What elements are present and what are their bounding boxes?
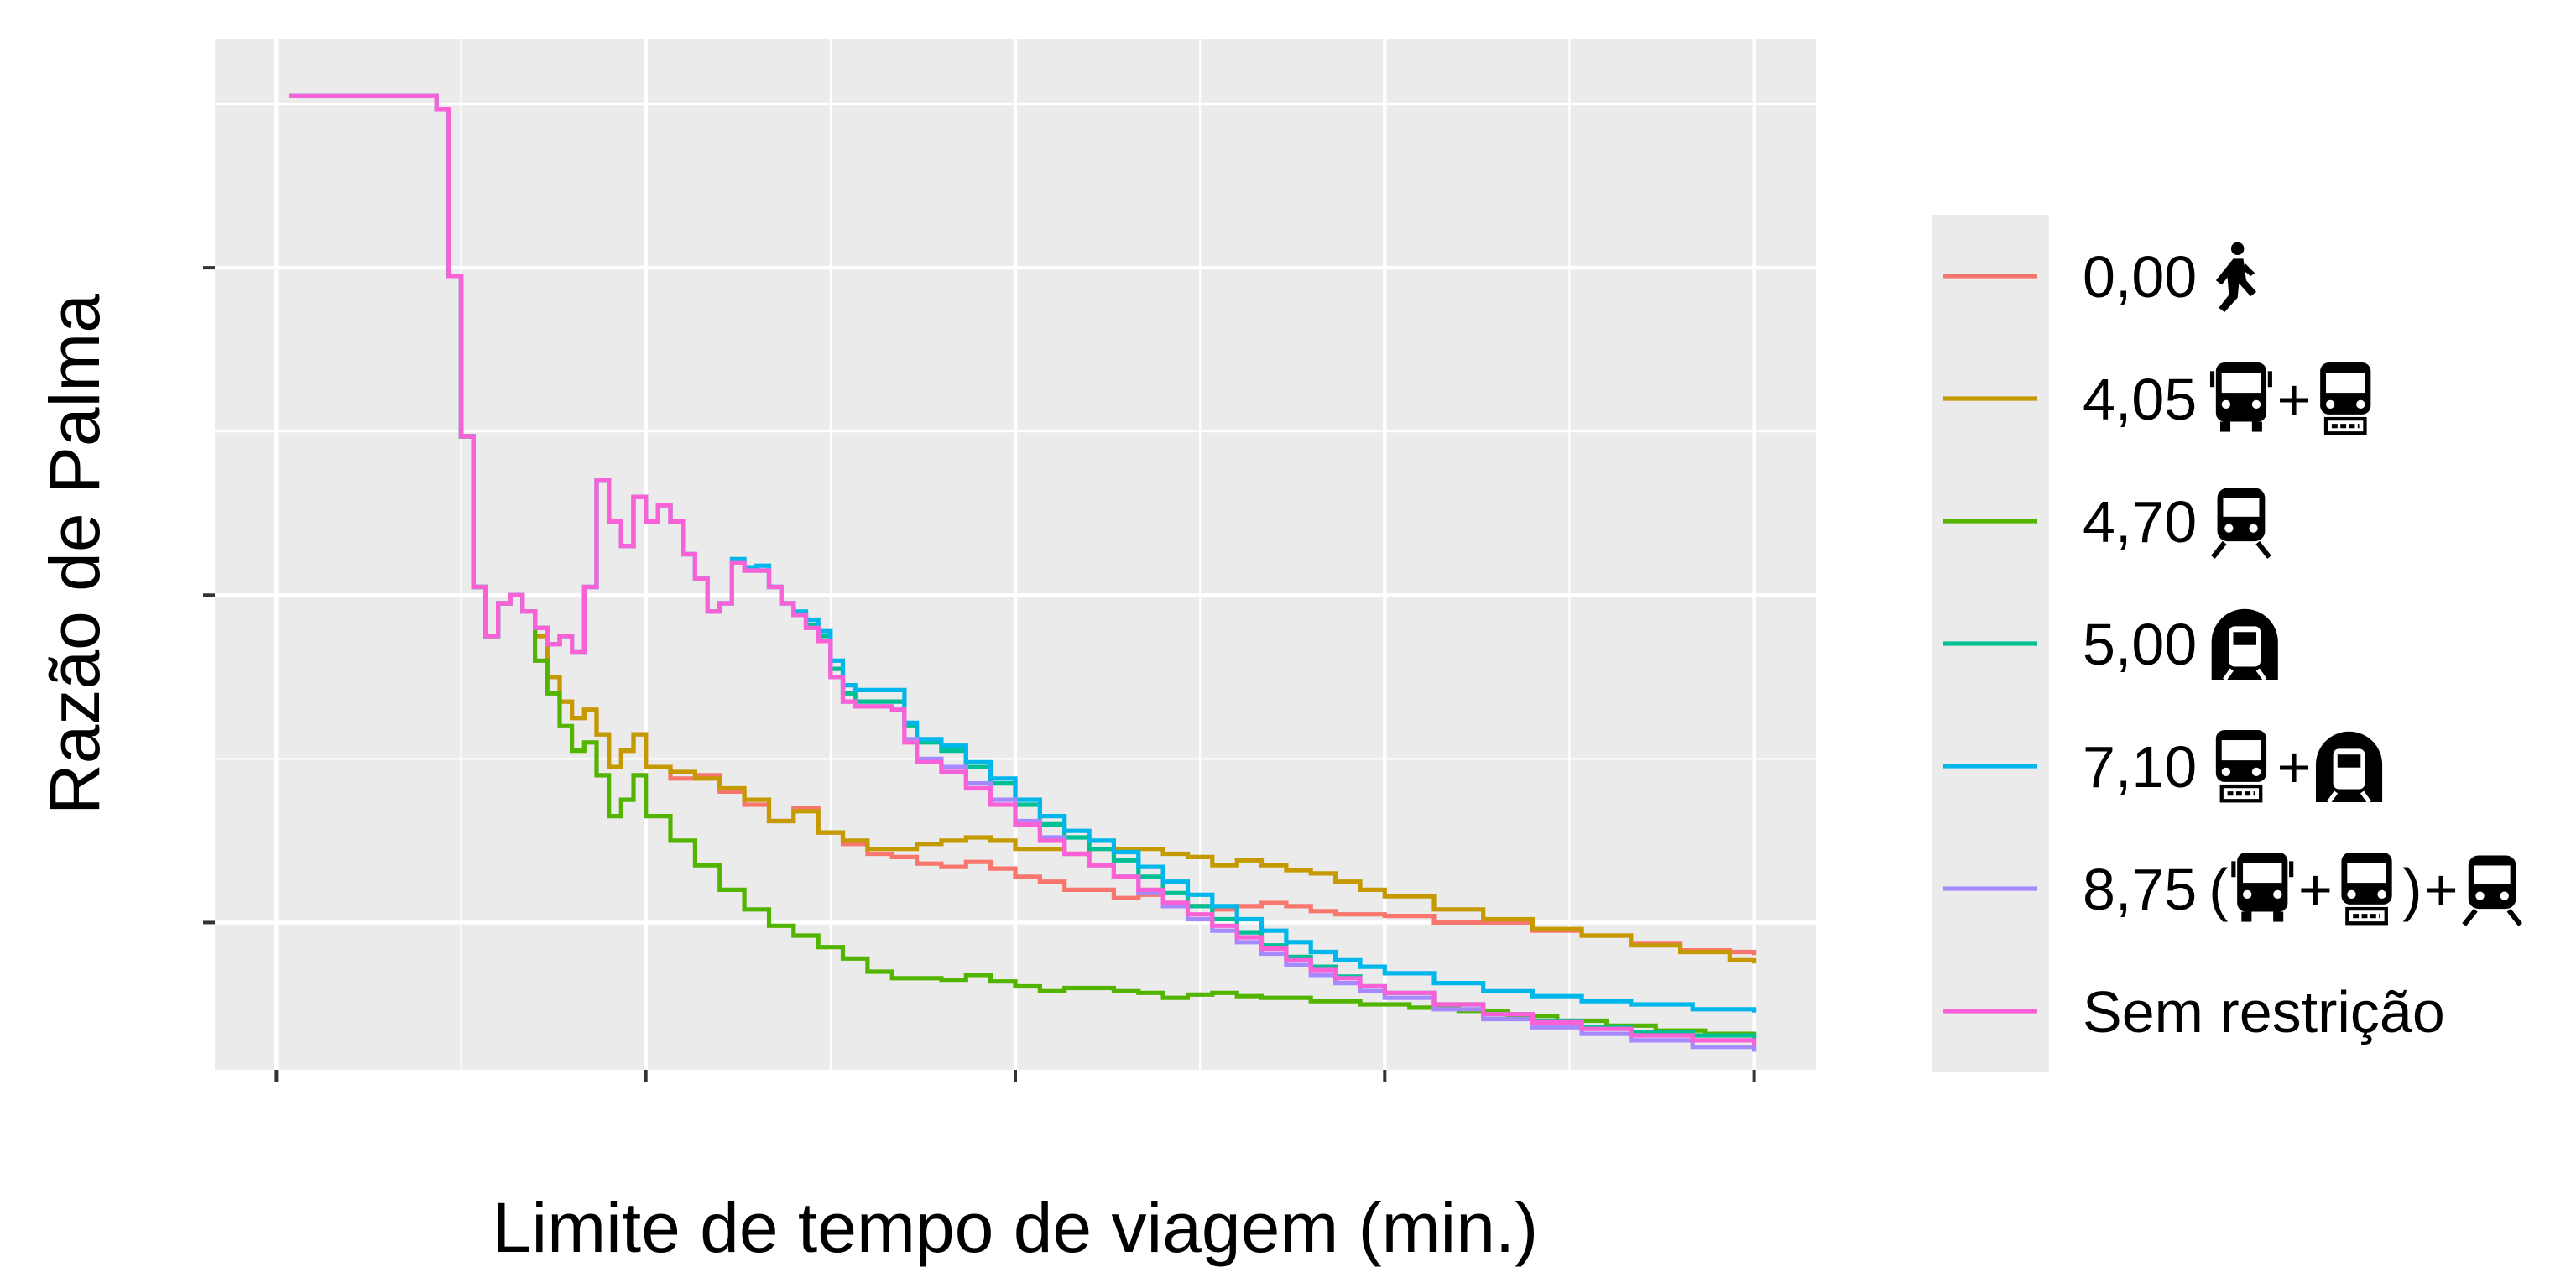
- legend-label: 4,70: [2083, 489, 2197, 555]
- bus-wheel: [2241, 911, 2252, 922]
- brt-bus-icon: [2215, 730, 2267, 803]
- brt-bus-icon: [2341, 853, 2392, 926]
- bus-light: [2356, 399, 2365, 409]
- legend-label: 7,10: [2083, 734, 2197, 800]
- train-light: [2475, 891, 2485, 900]
- metro-rails: [2327, 790, 2371, 804]
- train-window: [2223, 498, 2260, 517]
- metro-icon: [2315, 731, 2383, 804]
- bus-mirror: [2209, 371, 2215, 388]
- legend-icon-separator: +: [2424, 857, 2459, 922]
- x-axis-title: Limite de tempo de viagem (min.): [493, 1188, 1539, 1267]
- bus-light: [2221, 767, 2231, 777]
- bus-light: [2326, 399, 2335, 409]
- legend-label: Sem restrição: [2083, 979, 2445, 1045]
- bus-mirror: [2289, 861, 2294, 878]
- series-line: [289, 93, 1757, 1046]
- train-light: [2500, 891, 2509, 900]
- bus-light: [2273, 889, 2282, 900]
- legend-icon-separator: +: [2298, 857, 2333, 922]
- y-axis-title: Razão de Palma: [35, 294, 114, 815]
- legend-label: 8,75: [2083, 857, 2197, 922]
- legend-icon-separator: (: [2208, 857, 2228, 922]
- metro-window: [2233, 632, 2257, 645]
- metro-icon: [2211, 608, 2278, 681]
- bus-window: [2326, 373, 2365, 394]
- train-icon: [2211, 488, 2271, 559]
- legend-label: 4,05: [2083, 367, 2197, 432]
- legend-icon-separator: ): [2402, 857, 2422, 922]
- bus-window: [2243, 863, 2282, 884]
- bus-wheel: [2251, 421, 2262, 432]
- series-lines: [289, 93, 1757, 1052]
- bus-light: [2221, 399, 2231, 409]
- bus-wheel: [2273, 911, 2284, 922]
- bus-window: [2221, 740, 2261, 761]
- walk-arm: [2243, 263, 2255, 276]
- train-window: [2474, 865, 2511, 884]
- legend-icon-separator: +: [2277, 734, 2312, 800]
- bus-mirror: [2231, 861, 2236, 878]
- bus-light: [2243, 889, 2252, 900]
- train-light: [2249, 524, 2258, 533]
- legend-label: 5,00: [2083, 612, 2197, 677]
- bus-icon: [2231, 853, 2294, 922]
- train-rails: [2462, 908, 2523, 926]
- bus-light: [2251, 399, 2261, 409]
- legend: 0,004,05 +4,705,007,10 +8,75(+) +Sem restri…: [1932, 215, 2523, 1072]
- walk-icon: [2215, 242, 2257, 312]
- bus-light: [2251, 767, 2261, 777]
- brt-bus-icon: [2320, 362, 2371, 435]
- bus-window: [2347, 863, 2386, 884]
- walk-head: [2230, 242, 2245, 256]
- bus-wheel: [2220, 421, 2231, 432]
- train-rails: [2211, 540, 2271, 559]
- train-light: [2224, 524, 2234, 533]
- metro-window: [2337, 754, 2361, 768]
- train-icon: [2462, 855, 2523, 926]
- bus-icon: [2209, 362, 2272, 432]
- bus-mirror: [2267, 371, 2272, 388]
- metro-rails: [2223, 668, 2267, 681]
- bus-light: [2347, 889, 2356, 900]
- bus-window: [2221, 373, 2261, 394]
- axes: [203, 266, 1756, 1082]
- walk-body: [2215, 258, 2257, 312]
- bus-light: [2377, 889, 2386, 900]
- legend-label: 0,00: [2083, 244, 2197, 310]
- legend-icon-separator: +: [2277, 367, 2312, 432]
